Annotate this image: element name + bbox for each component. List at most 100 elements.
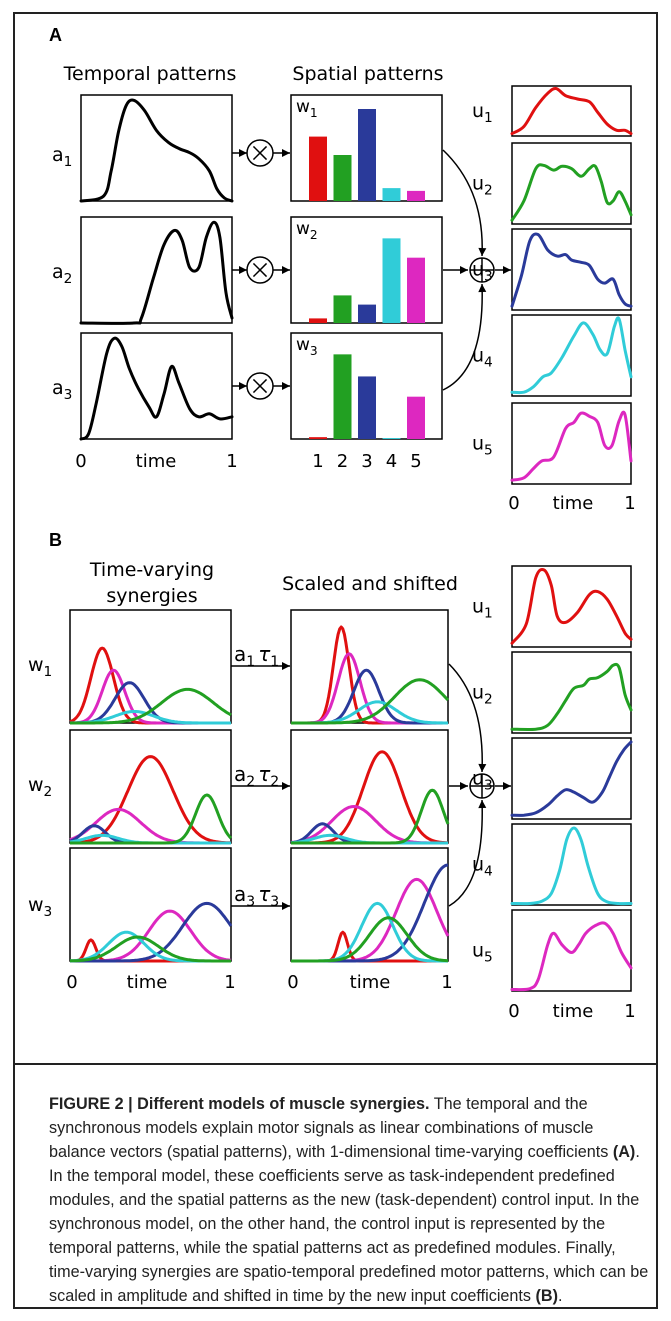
x-tick-label: 1 xyxy=(624,1001,635,1022)
spatial-pattern-label: w3 xyxy=(296,335,318,358)
x-tick-label: 1 xyxy=(624,493,635,514)
arrow-to-scaled-head xyxy=(282,782,290,790)
muscle-bar xyxy=(333,354,352,439)
temporal-pattern-curve xyxy=(79,336,234,441)
x-tick-label: 0 xyxy=(287,972,298,993)
caption-text: . In the temporal model, these coefficie… xyxy=(49,1143,649,1305)
output-signal-plot xyxy=(511,651,632,734)
output-signal-curve xyxy=(510,826,633,906)
output-signal-plot xyxy=(511,314,632,397)
x-axis-label: time xyxy=(553,1001,594,1022)
scaled-synergy-curve xyxy=(291,877,450,963)
spatial-pattern-label: w1 xyxy=(296,97,318,120)
scale-shift-coefficient: a2 τ2 xyxy=(234,762,279,790)
arrow-to-multiply-head xyxy=(239,149,247,157)
output-signal-curve xyxy=(510,316,633,395)
synergy-curve xyxy=(70,681,231,725)
output-signal-curve xyxy=(510,740,633,817)
panel-b: B Time-varying synergies Scaled and shifted… xyxy=(28,530,636,1022)
arrow-to-sum-head xyxy=(460,782,468,790)
muscle-tick-label: 1 xyxy=(312,451,323,472)
output-signal-plot xyxy=(511,823,632,906)
scaled-synergy-curve xyxy=(290,822,448,845)
caption-ref-b: (B) xyxy=(535,1287,558,1305)
output-signal-curve xyxy=(510,86,633,136)
x-axis-label: time xyxy=(127,972,168,993)
output-signal-label: u4 xyxy=(472,854,493,880)
temporal-pattern-plot xyxy=(80,94,233,202)
arrow-to-sum-head xyxy=(478,763,487,772)
synergy-curve xyxy=(70,793,233,845)
output-signal-label: u3 xyxy=(472,259,493,285)
scale-shift-coefficient: a1 τ1 xyxy=(234,642,279,670)
output-signal-label: u4 xyxy=(472,345,493,371)
multiply-icon-stroke xyxy=(252,262,268,278)
x-tick-label: 1 xyxy=(226,451,237,472)
scaled-synergy-plot xyxy=(290,729,449,844)
caption-label: FIGURE 2 | Different models of muscle sy… xyxy=(49,1095,430,1113)
output-signal-curve xyxy=(510,232,633,308)
scaled-synergy-curve xyxy=(291,668,448,725)
output-signal-curve xyxy=(510,410,633,482)
arrow-to-scaled-head xyxy=(282,662,290,670)
muscle-bar xyxy=(358,304,376,323)
output-signal-plot xyxy=(511,909,632,992)
muscle-tick-label: 3 xyxy=(361,451,372,472)
output-signal-label: u3 xyxy=(472,768,493,794)
caption-ref-a: (A) xyxy=(612,1143,636,1161)
synergy-label: w2 xyxy=(28,774,52,800)
arrow-to-spatial-head xyxy=(282,149,290,157)
output-signal-plot xyxy=(511,228,632,311)
muscle-bar xyxy=(333,295,352,323)
muscle-tick-label: 4 xyxy=(386,451,397,472)
sum-icon xyxy=(469,773,495,799)
figure-caption: FIGURE 2 | Different models of muscle sy… xyxy=(49,1092,654,1308)
x-axis-label: time xyxy=(350,972,391,993)
time-varying-synergies-title: Time-varying xyxy=(89,559,214,581)
x-tick-label: 0 xyxy=(508,1001,519,1022)
x-tick-label: 1 xyxy=(441,972,452,993)
panel-label: A xyxy=(49,25,62,45)
muscle-bar xyxy=(382,188,401,201)
output-signal-curve xyxy=(510,921,633,992)
temporal-patterns-title: Temporal patterns xyxy=(63,63,237,85)
panel-label: B xyxy=(49,530,62,550)
arrow-to-multiply-head xyxy=(239,266,247,274)
temporal-pattern-curve xyxy=(79,220,234,325)
output-signal-curve xyxy=(510,662,633,731)
x-tick-label: 0 xyxy=(75,451,86,472)
temporal-pattern-curve xyxy=(79,98,234,203)
arrow-to-scaled-head xyxy=(282,902,290,910)
output-signal-curve xyxy=(510,567,633,645)
arrow-to-sum xyxy=(448,663,483,773)
output-signal-plot xyxy=(511,85,632,137)
temporal-coefficient-label: a2 xyxy=(52,261,72,287)
muscle-bar xyxy=(309,136,327,201)
synergy-curve xyxy=(69,755,232,845)
arrow-to-sum xyxy=(442,283,483,391)
caption-text: The temporal and the synchronous models … xyxy=(49,1095,613,1161)
arrow-to-outputs-head xyxy=(503,782,511,790)
arrow-to-sum-head xyxy=(478,800,487,809)
arrow-to-multiply-head xyxy=(239,382,247,390)
scaled-synergy-curve xyxy=(291,678,450,725)
output-signal-plot xyxy=(511,565,632,648)
output-signal-plot xyxy=(511,142,632,225)
caption-text: . xyxy=(558,1287,563,1305)
synergy-label: w3 xyxy=(28,894,52,920)
synergy-curve xyxy=(69,935,231,963)
arrow-to-sum-head xyxy=(460,266,468,274)
synergy-curve xyxy=(69,710,231,725)
x-tick-label: 1 xyxy=(224,972,235,993)
output-signal-label: u2 xyxy=(472,682,493,708)
arrow-to-sum xyxy=(442,149,483,257)
x-tick-label: 0 xyxy=(508,493,519,514)
muscle-bar xyxy=(407,396,425,439)
muscle-bar xyxy=(309,318,327,323)
sum-icon xyxy=(469,257,495,283)
output-signal-plot xyxy=(511,402,632,485)
scaled-synergy-curve xyxy=(291,916,449,963)
muscle-bar xyxy=(407,257,425,323)
